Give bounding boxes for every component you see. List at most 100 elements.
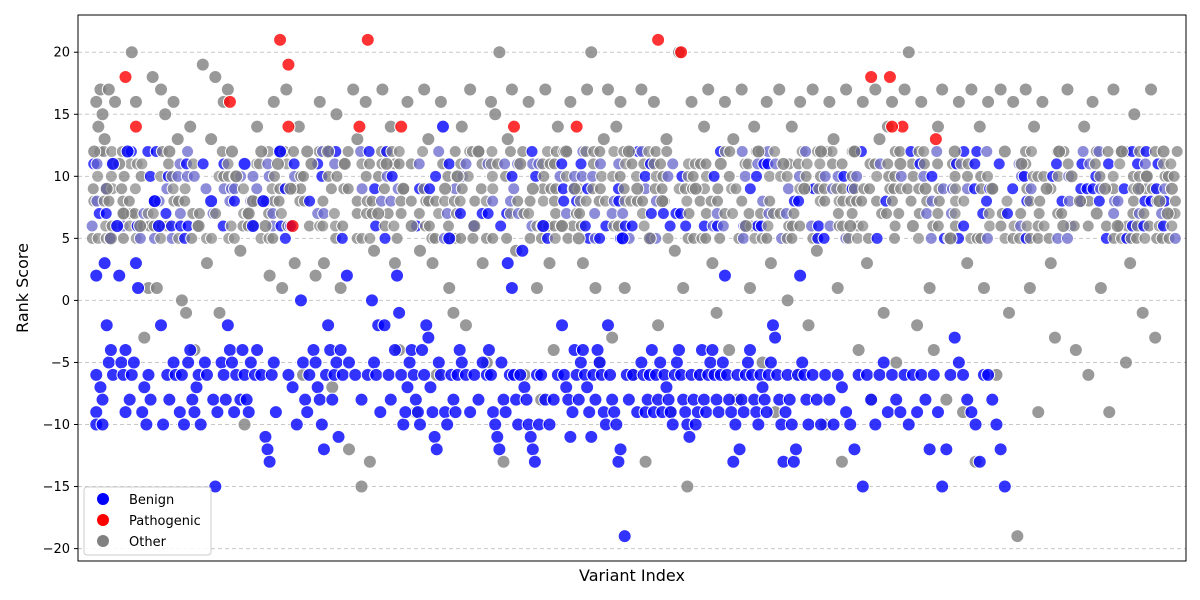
band-point: [980, 231, 994, 245]
legend-marker-benign: [97, 493, 109, 505]
point-other: [1081, 367, 1096, 382]
point-other: [375, 82, 390, 97]
band-point: [578, 219, 592, 233]
band-point: [392, 157, 406, 171]
point-other: [400, 94, 415, 109]
point-benign: [671, 343, 686, 358]
point-benign: [398, 405, 413, 420]
point-benign: [910, 405, 925, 420]
band-point: [330, 169, 344, 183]
band-point: [1060, 231, 1074, 245]
point-other: [1098, 181, 1113, 196]
point-benign: [141, 367, 156, 382]
point-benign: [339, 268, 354, 283]
point-other: [885, 94, 900, 109]
point-benign: [354, 392, 369, 407]
point-benign: [260, 442, 275, 457]
point-other: [270, 156, 285, 171]
point-other: [513, 156, 528, 171]
point-other: [433, 94, 448, 109]
point-benign: [682, 429, 697, 444]
point-other: [801, 318, 816, 333]
point-benign: [801, 417, 816, 432]
point-other: [101, 82, 116, 97]
point-other: [95, 107, 110, 122]
point-other: [596, 132, 611, 147]
band-point: [385, 169, 399, 183]
point-other: [805, 82, 820, 97]
point-other: [362, 454, 377, 469]
band-point: [341, 182, 355, 196]
band-point: [711, 194, 725, 208]
point-other: [759, 94, 774, 109]
band-points: [85, 145, 1184, 245]
point-benign: [575, 343, 590, 358]
band-point: [880, 207, 894, 221]
point-benign: [659, 380, 674, 395]
point-other: [680, 479, 695, 494]
point-other: [475, 256, 490, 271]
band-point: [917, 157, 931, 171]
band-point: [1138, 157, 1152, 171]
point-benign: [118, 405, 133, 420]
band-point: [1113, 157, 1127, 171]
band-point: [1061, 157, 1075, 171]
point-other: [981, 94, 996, 109]
band-point: [494, 219, 508, 233]
point-benign: [333, 343, 348, 358]
band-point: [593, 231, 607, 245]
band-point: [983, 219, 997, 233]
band-point: [625, 157, 639, 171]
point-benign: [607, 405, 622, 420]
point-benign: [314, 417, 329, 432]
point-other: [1068, 343, 1083, 358]
point-other: [99, 181, 114, 196]
point-other: [655, 194, 670, 209]
point-other: [939, 392, 954, 407]
band-point: [1107, 207, 1121, 221]
band-point: [682, 207, 696, 221]
point-benign: [513, 367, 528, 382]
band-point: [453, 207, 467, 221]
point-benign: [419, 318, 434, 333]
point-benign: [997, 479, 1012, 494]
point-other: [588, 281, 603, 295]
point-benign: [89, 367, 104, 382]
band-point: [912, 231, 926, 245]
point-other: [784, 119, 799, 134]
point-benign: [914, 367, 929, 382]
point-pathogenic: [882, 70, 897, 85]
point-pathogenic: [651, 32, 666, 47]
point-other: [262, 268, 277, 283]
point-benign: [128, 256, 143, 271]
band-point: [133, 231, 147, 245]
band-point: [362, 145, 376, 158]
band-point: [792, 194, 806, 208]
point-other: [266, 94, 281, 109]
point-benign: [143, 392, 158, 407]
point-benign: [885, 367, 900, 382]
band-point: [523, 231, 537, 245]
point-benign: [536, 218, 551, 233]
point-benign: [765, 318, 780, 333]
band-point: [466, 231, 480, 245]
band-point: [707, 169, 721, 183]
point-benign: [204, 194, 219, 209]
band-point: [224, 219, 238, 233]
point-other: [237, 417, 252, 432]
band-point: [507, 182, 521, 196]
band-point: [961, 169, 975, 183]
point-other: [91, 119, 106, 134]
point-benign: [122, 392, 137, 407]
point-other: [258, 218, 273, 233]
point-pathogenic: [285, 218, 300, 233]
band-point: [116, 231, 130, 245]
point-other: [1118, 355, 1133, 370]
band-point: [387, 219, 401, 233]
point-other: [743, 281, 758, 295]
point-benign: [486, 405, 501, 420]
band-point: [1106, 169, 1120, 183]
y-tick-label: −20: [43, 542, 70, 557]
point-other: [1152, 194, 1167, 209]
band-point: [881, 157, 895, 171]
